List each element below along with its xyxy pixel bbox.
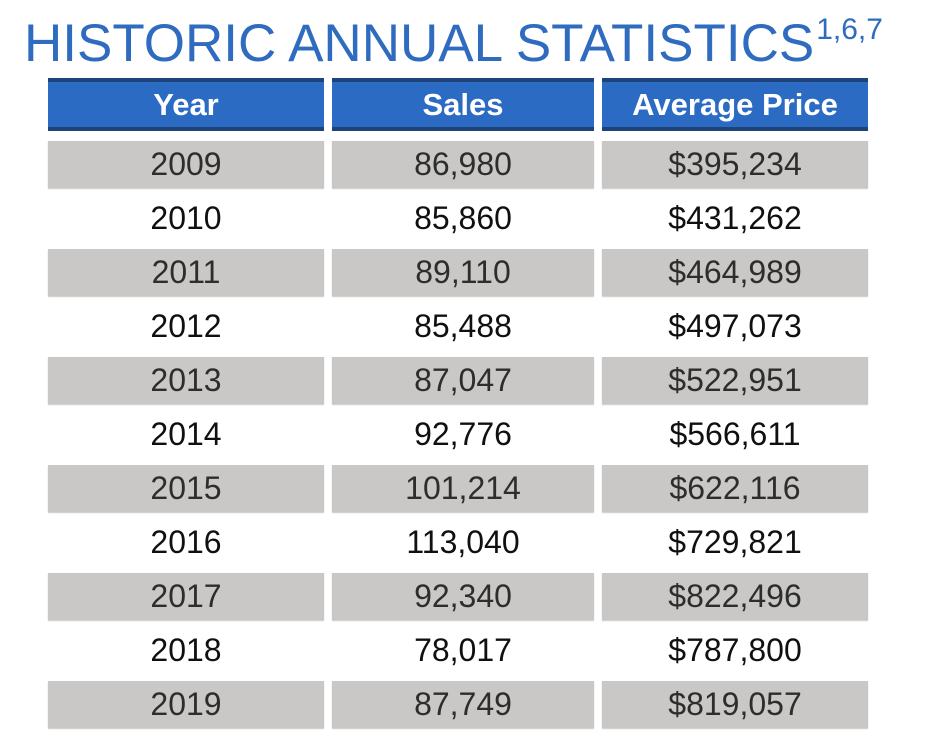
average-price-cell: $822,496 [602, 573, 868, 620]
sales-cell: 113,040 [406, 523, 520, 560]
sales-cell: 101,214 [332, 465, 594, 512]
sales-cell: 86,980 [332, 141, 594, 188]
table-row: 2010 85,860 $431,262 [48, 191, 868, 245]
page-title: HISTORIC ANNUAL STATISTICS1,6,7 [24, 0, 883, 74]
year-cell: 2015 [48, 465, 324, 512]
sales-cell: 87,047 [332, 357, 594, 404]
historic-annual-statistics-table: Year Sales Average Price 2009 86,980 $395,23… [48, 78, 868, 731]
table-row: 2017 92,340 $822,496 [48, 569, 868, 623]
average-price-cell: $522,951 [602, 357, 868, 404]
year-cell: 2017 [48, 573, 324, 620]
table-body: 2009 86,980 $395,234 2010 85,860 $431,262 2011… [48, 137, 868, 731]
year-cell: 2013 [48, 357, 324, 404]
year-cell: 2019 [48, 681, 324, 728]
table-row: 2015 101,214 $622,116 [48, 461, 868, 515]
average-price-cell: $464,989 [602, 249, 868, 296]
average-price-cell: $431,262 [668, 199, 802, 236]
column-header-average-price: Average Price [602, 78, 868, 131]
table-row: 2009 86,980 $395,234 [48, 137, 868, 191]
average-price-cell: $566,611 [669, 415, 801, 452]
year-cell: 2012 [150, 307, 222, 344]
table-row: 2014 92,776 $566,611 [48, 407, 868, 461]
year-cell: 2011 [48, 249, 324, 296]
column-header-sales: Sales [332, 78, 594, 131]
sales-cell: 89,110 [332, 249, 594, 296]
average-price-cell: $622,116 [602, 465, 868, 512]
sales-cell: 92,340 [332, 573, 594, 620]
average-price-cell: $497,073 [668, 307, 802, 344]
footnote-superscript: 1,6,7 [816, 13, 883, 46]
table-row: 2018 78,017 $787,800 [48, 623, 868, 677]
column-header-year: Year [48, 78, 324, 131]
average-price-cell: $819,057 [602, 681, 868, 728]
year-cell: 2009 [48, 141, 324, 188]
year-cell: 2018 [150, 631, 222, 668]
average-price-cell: $729,821 [668, 523, 802, 560]
table-row: 2011 89,110 $464,989 [48, 245, 868, 299]
sales-cell: 78,017 [414, 631, 512, 668]
average-price-cell: $395,234 [602, 141, 868, 188]
table-header-row: Year Sales Average Price [48, 78, 868, 131]
table-row: 2013 87,047 $522,951 [48, 353, 868, 407]
year-cell: 2016 [150, 523, 222, 560]
year-cell: 2014 [150, 415, 222, 452]
year-cell: 2010 [150, 199, 222, 236]
page-title-text: HISTORIC ANNUAL STATISTICS [24, 14, 815, 73]
average-price-cell: $787,800 [668, 631, 802, 668]
table-row: 2016 113,040 $729,821 [48, 515, 868, 569]
sales-cell: 85,860 [414, 199, 512, 236]
table-row: 2012 85,488 $497,073 [48, 299, 868, 353]
sales-cell: 92,776 [414, 415, 512, 452]
table-row: 2019 87,749 $819,057 [48, 677, 868, 731]
sales-cell: 87,749 [332, 681, 594, 728]
sales-cell: 85,488 [414, 307, 512, 344]
